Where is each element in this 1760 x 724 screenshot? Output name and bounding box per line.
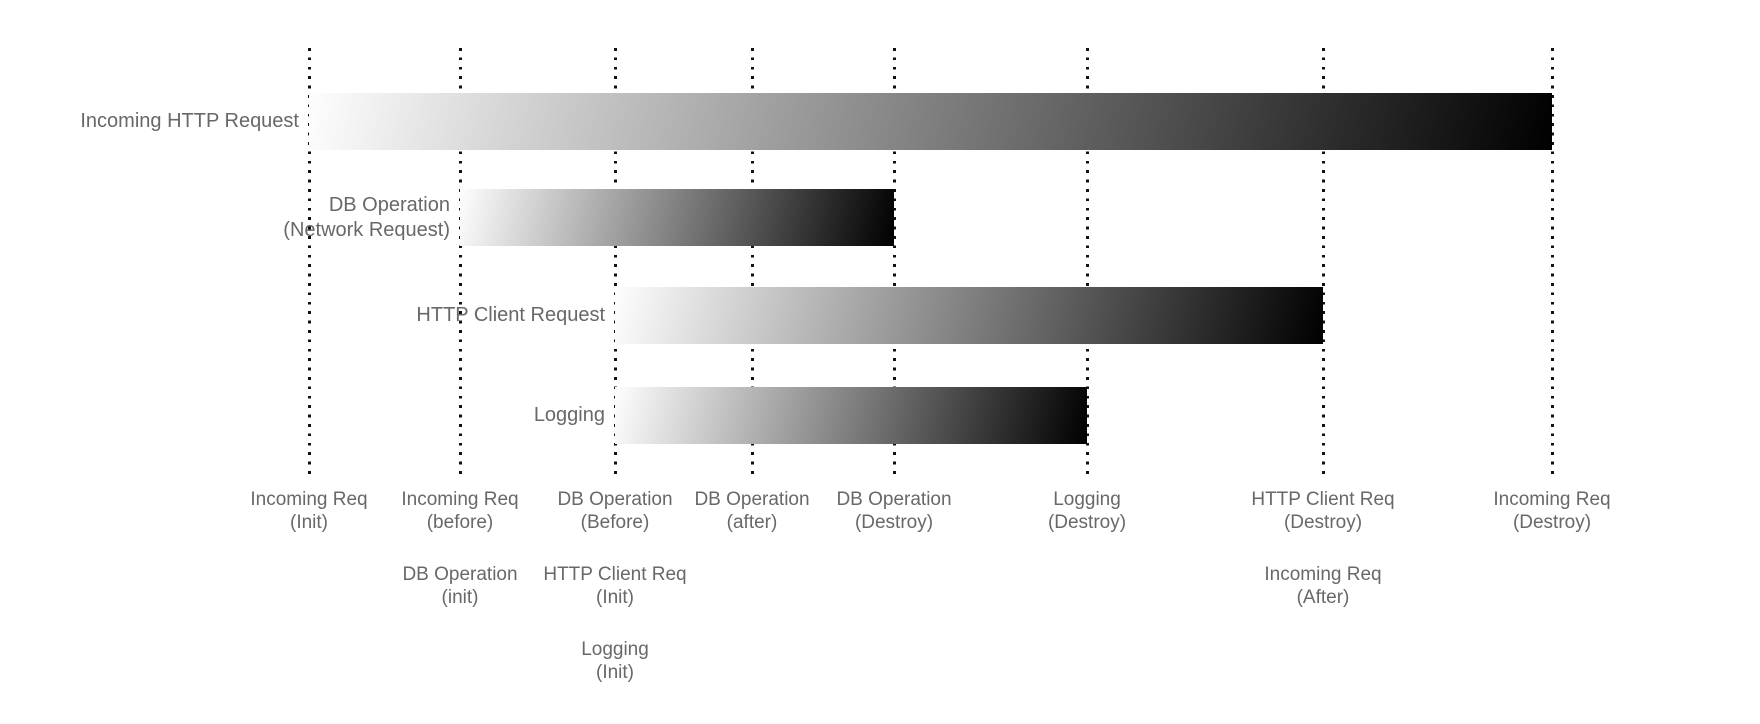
event-label-line: DB Operation <box>694 489 810 510</box>
event-tick-line <box>1085 48 1089 480</box>
event-label-line: (before) <box>426 512 494 533</box>
span-label-line: Incoming HTTP Request <box>80 110 299 132</box>
event-label: Incoming Req (Destroy) <box>1392 488 1712 534</box>
event-label-line: HTTP Client Req <box>1251 489 1395 510</box>
event-label: DB Operation (init) <box>300 563 620 609</box>
event-label-line: (Init) <box>596 662 634 683</box>
event-label-line: Incoming Req <box>401 489 519 510</box>
event-label-line: DB Operation <box>402 564 518 585</box>
span-label-logging: Logging <box>0 387 605 444</box>
event-label-line: Incoming Req <box>250 489 368 510</box>
event-label-line: (After) <box>1296 587 1350 608</box>
event-tick-line <box>613 48 617 480</box>
event-label-line: (init) <box>441 587 479 608</box>
event-label: Incoming Req (After) <box>1163 563 1483 609</box>
span-label-db-operation: DB Operation (Network Request) <box>0 189 450 246</box>
span-bar-db-operation <box>460 189 894 246</box>
event-label-line: (Destroy) <box>1512 512 1592 533</box>
event-label: Logging (Destroy) <box>927 488 1247 534</box>
event-label-line: (Before) <box>580 512 650 533</box>
event-label-line: HTTP Client Req <box>543 564 687 585</box>
event-label-line: Logging <box>1053 489 1121 510</box>
event-label-line: (after) <box>726 512 778 533</box>
event-tick-line <box>1321 48 1325 480</box>
span-bar-http-client-request <box>615 287 1323 344</box>
event-tick-line <box>750 48 754 480</box>
event-label: Logging (Init) <box>455 638 775 684</box>
span-label-line: (Network Request) <box>283 218 450 241</box>
event-label-line: DB Operation <box>557 489 673 510</box>
span-bar-logging <box>615 387 1087 444</box>
event-tick-line <box>458 48 462 480</box>
event-label-line: Logging <box>581 639 649 660</box>
event-label-line: Incoming Req <box>1264 564 1382 585</box>
event-label-line: Incoming Req <box>1493 489 1611 510</box>
event-label: DB Operation (Destroy) <box>734 488 1054 534</box>
span-label-http-client-request: HTTP Client Request <box>0 287 605 344</box>
event-label-line: (Destroy) <box>854 512 934 533</box>
event-label-line: (Destroy) <box>1047 512 1127 533</box>
event-tick-line <box>892 48 896 480</box>
span-bar-incoming-http-request <box>309 93 1552 150</box>
event-tick-line <box>1550 48 1554 480</box>
span-label-line: Logging <box>533 404 605 426</box>
event-label-line: DB Operation <box>836 489 952 510</box>
event-label: DB Operation (after) <box>592 488 912 534</box>
event-label-line: (Init) <box>290 512 328 533</box>
span-label-line: HTTP Client Request <box>416 304 605 326</box>
span-label-line: DB Operation <box>328 193 450 216</box>
event-tick-line <box>307 48 311 480</box>
event-label: Incoming Req (before) <box>300 488 620 534</box>
event-label-line: (Destroy) <box>1283 512 1363 533</box>
event-label: HTTP Client Req (Init) <box>455 563 775 609</box>
event-label: HTTP Client Req (Destroy) <box>1163 488 1483 534</box>
event-label: DB Operation (Before) <box>455 488 775 534</box>
event-label-line: (Init) <box>596 587 634 608</box>
span-label-incoming-http-request: Incoming HTTP Request <box>0 93 299 150</box>
event-label: Incoming Req (Init) <box>149 488 469 534</box>
